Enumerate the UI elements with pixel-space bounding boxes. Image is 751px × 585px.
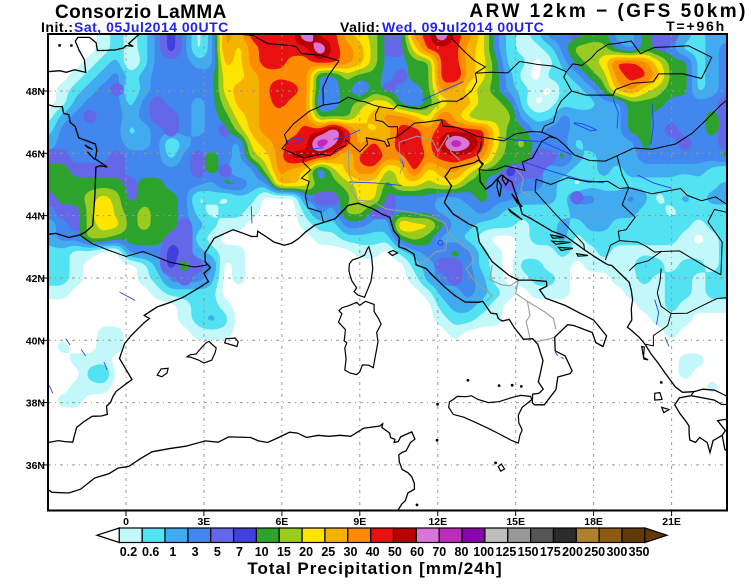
svg-text:350: 350 (629, 545, 650, 559)
svg-text:Total Precipitation [mm/24h]: Total Precipitation [mm/24h] (247, 559, 502, 578)
svg-text:40: 40 (366, 545, 380, 559)
svg-text:3: 3 (192, 545, 199, 559)
svg-text:70: 70 (432, 545, 446, 559)
svg-text:15: 15 (277, 545, 291, 559)
svg-text:0.6: 0.6 (142, 545, 159, 559)
svg-text:ARW 12km − (GFS 50km): ARW 12km − (GFS 50km) (469, 1, 748, 22)
svg-text:3E: 3E (197, 516, 210, 528)
svg-text:200: 200 (562, 545, 583, 559)
svg-text:20: 20 (299, 545, 313, 559)
svg-text:9E: 9E (353, 516, 366, 528)
svg-text:0: 0 (123, 516, 129, 528)
svg-text:0.2: 0.2 (120, 545, 137, 559)
svg-text:44N: 44N (26, 211, 45, 223)
svg-text:6E: 6E (275, 516, 288, 528)
svg-text:5: 5 (214, 545, 221, 559)
svg-text:42N: 42N (26, 273, 45, 285)
svg-text:15E: 15E (506, 516, 525, 528)
svg-text:Init.:: Init.: (41, 19, 74, 35)
svg-text:18E: 18E (584, 516, 603, 528)
svg-text:48N: 48N (26, 86, 45, 98)
svg-text:80: 80 (455, 545, 469, 559)
svg-text:21E: 21E (662, 516, 681, 528)
svg-text:T=+96h: T=+96h (666, 18, 726, 34)
svg-text:100: 100 (473, 545, 494, 559)
svg-text:Sat, 05Jul2014 00UTC: Sat, 05Jul2014 00UTC (74, 19, 229, 35)
svg-text:150: 150 (518, 545, 539, 559)
svg-text:30: 30 (344, 545, 358, 559)
svg-text:175: 175 (540, 545, 561, 559)
svg-text:250: 250 (584, 545, 605, 559)
svg-text:36N: 36N (26, 460, 45, 472)
svg-text:25: 25 (321, 545, 335, 559)
svg-text:7: 7 (236, 545, 243, 559)
svg-text:1: 1 (169, 545, 176, 559)
svg-text:300: 300 (606, 545, 627, 559)
svg-text:60: 60 (410, 545, 424, 559)
svg-text:Wed, 09Jul2014 00UTC: Wed, 09Jul2014 00UTC (382, 19, 544, 35)
svg-text:125: 125 (495, 545, 516, 559)
svg-text:50: 50 (388, 545, 402, 559)
svg-text:40N: 40N (26, 335, 45, 347)
svg-text:12E: 12E (428, 516, 447, 528)
svg-text:38N: 38N (26, 398, 45, 410)
svg-text:46N: 46N (26, 148, 45, 160)
svg-text:10: 10 (255, 545, 269, 559)
svg-text:Consorzio LaMMA: Consorzio LaMMA (55, 2, 227, 23)
svg-text:Valid:: Valid: (340, 19, 380, 35)
